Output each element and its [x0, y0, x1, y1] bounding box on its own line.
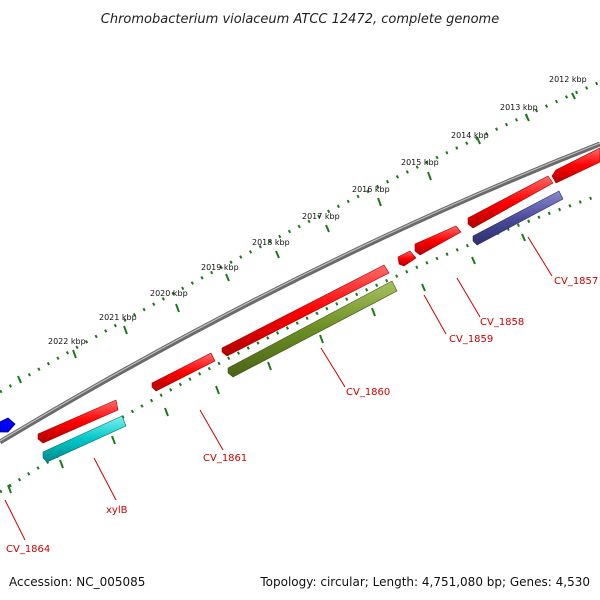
tick-mark	[525, 114, 530, 122]
gene-leader-lines	[4, 236, 553, 541]
tick-mark	[72, 349, 77, 359]
tick-label: 2012 kbp	[549, 75, 587, 84]
leader-cv-1860	[320, 347, 346, 388]
tick-mark	[521, 233, 526, 242]
gene-feature-cv-1860-fwd[interactable]	[221, 264, 390, 357]
tick-mark	[7, 484, 12, 494]
tick-mark	[215, 385, 220, 395]
gene-feature-cv-1860[interactable]	[227, 280, 398, 378]
gene-feature-xylb[interactable]	[42, 415, 127, 463]
leader-xylb	[93, 457, 117, 501]
gene-label-cv-1859[interactable]: CV_1859	[449, 334, 493, 345]
tick-mark	[377, 197, 382, 207]
tick-mark	[17, 375, 22, 384]
gene-label-cv-1864[interactable]: CV_1864	[6, 544, 50, 555]
tick-mark	[371, 307, 376, 317]
map-title: Chromobacterium violaceum ATCC 12472, co…	[101, 12, 499, 27]
leader-cv-1864	[4, 499, 26, 541]
gene-label-cv-1858[interactable]: CV_1858	[480, 317, 524, 328]
genome-backbone	[0, 141, 600, 445]
outer-ruler-line	[0, 80, 600, 394]
tick-mark	[476, 136, 481, 145]
gene-feature-cv-1859-fwd[interactable]	[414, 225, 462, 256]
gene-label-cv-1860[interactable]: CV_1860	[346, 387, 390, 398]
leader-cv-1858	[456, 277, 481, 318]
tick-mark	[123, 325, 128, 335]
gene-features	[0, 147, 600, 463]
tick-label: 2019 kbp	[201, 263, 239, 272]
gene-feature-xylb-fwd[interactable]	[37, 399, 119, 444]
tick-mark	[471, 256, 476, 265]
inner-major-ticks	[7, 233, 526, 494]
leader-cv-1859	[423, 294, 447, 335]
accession-text: Accession: NC_005085	[9, 575, 145, 589]
gene-feature-cv-1857-fwd[interactable]	[551, 147, 600, 184]
tick-label: 2021 kbp	[99, 313, 137, 322]
tick-mark	[111, 435, 116, 445]
tick-mark	[267, 361, 272, 371]
tick-label: 2014 kbp	[451, 131, 489, 140]
gene-feature-blue[interactable]	[0, 417, 16, 433]
tick-mark	[225, 273, 230, 282]
tick-label: 2018 kbp	[252, 238, 290, 247]
tick-mark	[164, 407, 169, 417]
tick-mark	[319, 334, 324, 344]
tick-mark	[59, 459, 64, 469]
tick-mark	[325, 224, 330, 233]
genome-stats-text: Topology: circular; Length: 4,751,080 bp…	[259, 575, 590, 589]
tick-mark	[427, 171, 432, 181]
tick-label: 2015 kbp	[401, 158, 439, 167]
tick-mark	[571, 92, 576, 100]
outer-ruler: 2012 kbp 2013 kbp 2014 kbp 2015 kbp 2016…	[0, 75, 600, 394]
tick-label: 2016 kbp	[352, 185, 390, 194]
gene-feature-cv-1858-fwd[interactable]	[467, 175, 554, 229]
inner-ruler-line	[0, 193, 600, 494]
gene-feature-cv-1857[interactable]	[472, 190, 564, 246]
tick-label: 2020 kbp	[150, 289, 188, 298]
gene-label-xylb[interactable]: xylB	[106, 505, 128, 516]
leader-cv-1861	[199, 409, 224, 451]
outer-major-ticks	[17, 92, 576, 384]
inner-ruler	[0, 193, 600, 494]
tick-mark	[421, 283, 426, 292]
tick-label: 2017 kbp	[302, 212, 340, 221]
genome-backbone-highlight	[0, 142, 600, 442]
tick-mark	[175, 303, 180, 313]
tick-label: 2022 kbp	[48, 337, 86, 346]
gene-feature-small-fwd[interactable]	[397, 250, 417, 267]
leader-cv-1857	[527, 236, 553, 277]
gene-feature-cv-1861-fwd[interactable]	[151, 352, 216, 392]
tick-label: 2013 kbp	[500, 103, 538, 112]
tick-mark	[275, 250, 280, 259]
gene-label-cv-1857[interactable]: CV_1857	[554, 276, 598, 287]
gene-label-cv-1861[interactable]: CV_1861	[203, 453, 247, 464]
